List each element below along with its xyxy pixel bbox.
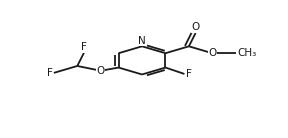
Text: F: F xyxy=(47,68,53,78)
Text: N: N xyxy=(138,36,146,46)
Text: CH₃: CH₃ xyxy=(237,48,256,58)
Text: O: O xyxy=(208,48,217,58)
Text: F: F xyxy=(185,69,192,79)
Text: F: F xyxy=(81,42,87,52)
Text: O: O xyxy=(96,66,105,76)
Text: O: O xyxy=(192,22,200,33)
